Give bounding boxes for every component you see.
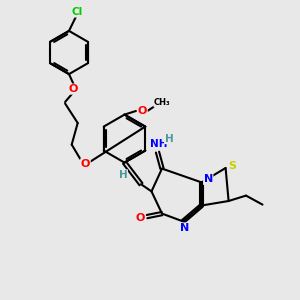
Text: N: N: [180, 223, 189, 233]
Text: Cl: Cl: [71, 7, 83, 17]
Text: H: H: [164, 134, 173, 144]
Text: O: O: [69, 84, 78, 94]
Text: O: O: [136, 213, 145, 223]
Text: S: S: [228, 160, 236, 171]
Text: H: H: [119, 170, 128, 180]
Text: NH: NH: [150, 139, 168, 149]
Text: N: N: [204, 174, 213, 184]
Text: O: O: [138, 106, 147, 116]
Text: CH₃: CH₃: [154, 98, 171, 107]
Text: O: O: [81, 159, 90, 169]
